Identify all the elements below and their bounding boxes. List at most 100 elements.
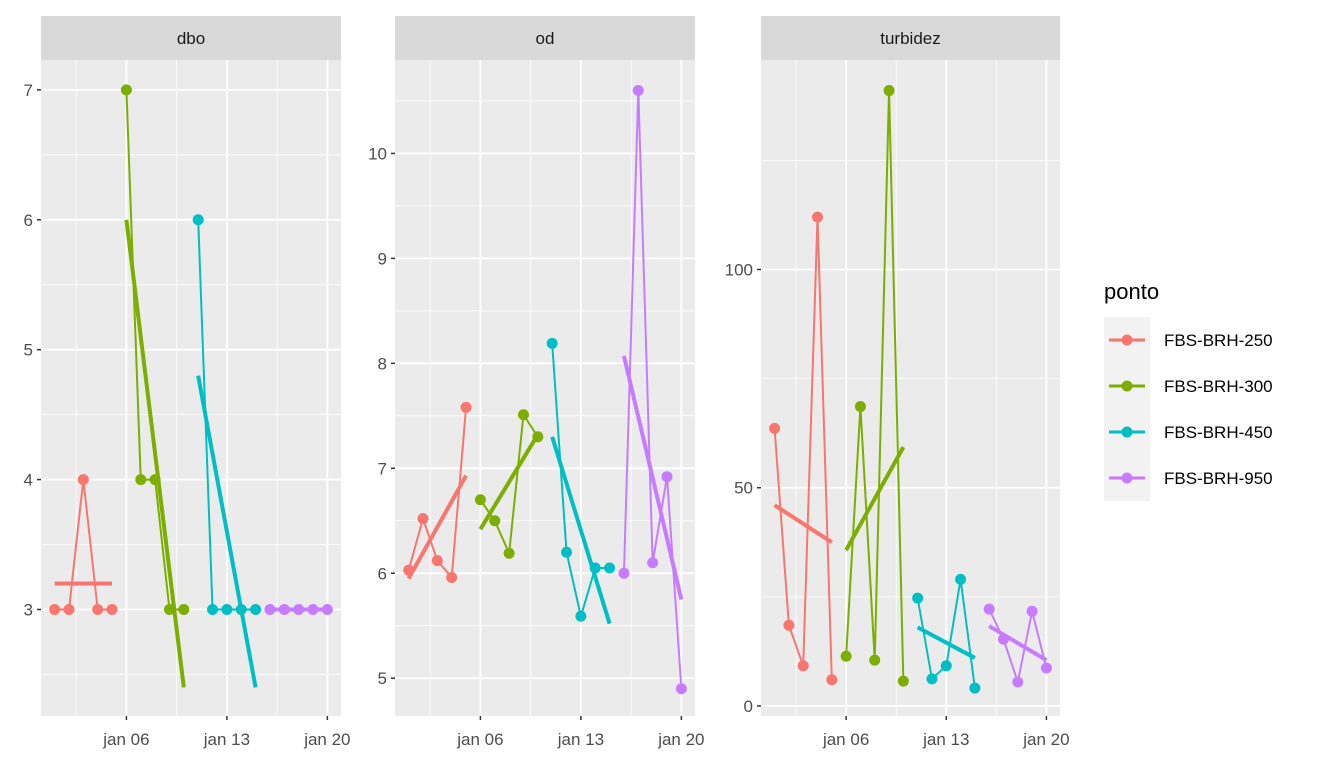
y-tick-label: 50	[734, 479, 753, 498]
data-point-FBS-BRH-950	[647, 557, 659, 569]
legend-item: FBS-BRH-250	[1104, 317, 1273, 363]
legend-key-point	[1121, 426, 1133, 438]
data-point-FBS-BRH-300	[532, 431, 544, 443]
data-point-FBS-BRH-950	[983, 603, 995, 615]
data-point-FBS-BRH-450	[912, 592, 924, 604]
data-point-FBS-BRH-950	[264, 603, 276, 615]
legend-item: FBS-BRH-450	[1104, 409, 1273, 455]
data-point-FBS-BRH-950	[1040, 662, 1052, 674]
y-tick-label: 8	[378, 354, 387, 373]
legend-label: FBS-BRH-250	[1164, 331, 1273, 350]
data-point-FBS-BRH-250	[92, 603, 104, 615]
y-tick-label: 6	[24, 211, 33, 230]
trend-line-FBS-BRH-250	[773, 503, 833, 544]
panel-turbidez: turbidez 0 50 100 jan 06 jan 13 jan 20	[725, 16, 1070, 749]
data-point-FBS-BRH-300	[489, 515, 501, 527]
data-point-FBS-BRH-300	[897, 675, 909, 687]
x-tick-label: jan 13	[203, 730, 250, 749]
panel-dbo: dbo 3 4 5 6 7 jan 06 jan 13 jan 20	[24, 16, 351, 749]
trend-line-FBS-BRH-300	[844, 446, 906, 552]
x-tick-label: jan 06	[102, 730, 149, 749]
panel-od: od 5 6 7 8 9 10 jan 06 jan 13 jan 20	[368, 16, 705, 749]
y-tick-label: 7	[24, 81, 33, 100]
data-point-FBS-BRH-950	[1012, 676, 1024, 688]
data-point-FBS-BRH-300	[135, 474, 147, 486]
legend-label: FBS-BRH-950	[1164, 469, 1273, 488]
y-tick-label: 100	[725, 261, 753, 280]
panel-background	[761, 60, 1060, 716]
data-point-FBS-BRH-300	[840, 650, 852, 662]
data-point-FBS-BRH-450	[969, 682, 981, 694]
legend-key-point	[1121, 380, 1133, 392]
y-tick-label: 5	[24, 341, 33, 360]
data-point-FBS-BRH-300	[163, 603, 175, 615]
data-point-FBS-BRH-300	[149, 474, 161, 486]
data-point-FBS-BRH-250	[49, 603, 61, 615]
data-point-FBS-BRH-950	[661, 471, 673, 483]
data-point-FBS-BRH-250	[783, 619, 795, 631]
panel-background	[41, 60, 341, 716]
data-point-FBS-BRH-450	[221, 603, 233, 615]
data-point-FBS-BRH-450	[575, 610, 587, 622]
data-point-FBS-BRH-950	[632, 84, 644, 96]
data-point-FBS-BRH-450	[604, 562, 616, 574]
data-point-FBS-BRH-250	[106, 603, 118, 615]
data-point-FBS-BRH-450	[546, 337, 558, 349]
x-tick-label: jan 20	[1022, 730, 1069, 749]
data-point-FBS-BRH-450	[250, 603, 262, 615]
data-point-FBS-BRH-950	[293, 603, 305, 615]
y-tick-label: 6	[378, 564, 387, 583]
x-tick-label: jan 13	[557, 730, 604, 749]
data-point-FBS-BRH-250	[446, 571, 458, 583]
facet-strip	[41, 16, 341, 60]
y-tick-label: 3	[24, 600, 33, 619]
data-point-FBS-BRH-950	[321, 603, 333, 615]
data-point-FBS-BRH-300	[120, 84, 132, 96]
facet-strip-label: turbidez	[880, 29, 940, 48]
legend-label: FBS-BRH-300	[1164, 377, 1273, 396]
x-tick-label: jan 20	[303, 730, 350, 749]
data-point-FBS-BRH-250	[403, 564, 415, 576]
data-point-FBS-BRH-250	[826, 674, 838, 686]
data-point-FBS-BRH-450	[940, 660, 952, 672]
facet-strip-label: od	[536, 29, 555, 48]
data-point-FBS-BRH-950	[307, 603, 319, 615]
data-point-FBS-BRH-300	[503, 547, 515, 559]
trend-line-FBS-BRH-300	[478, 433, 540, 531]
legend-item: FBS-BRH-300	[1104, 363, 1273, 409]
x-tick-label: jan 20	[657, 730, 704, 749]
trend-line-FBS-BRH-450	[916, 625, 976, 660]
data-point-FBS-BRH-250	[431, 555, 443, 567]
data-point-FBS-BRH-450	[589, 562, 601, 574]
x-tick-label: jan 13	[922, 730, 969, 749]
y-tick-label: 10	[368, 144, 387, 163]
trend-line-FBS-BRH-950	[988, 624, 1048, 662]
trend-line-FBS-BRH-950	[622, 355, 684, 600]
data-point-FBS-BRH-950	[278, 603, 290, 615]
x-tick-label: jan 06	[822, 730, 869, 749]
data-point-FBS-BRH-450	[192, 214, 204, 226]
data-point-FBS-BRH-300	[854, 401, 866, 413]
legend-key-point	[1121, 334, 1133, 346]
data-point-FBS-BRH-250	[460, 401, 472, 413]
data-point-FBS-BRH-250	[769, 422, 781, 434]
data-point-FBS-BRH-250	[63, 603, 75, 615]
data-point-FBS-BRH-300	[869, 654, 881, 666]
legend-label: FBS-BRH-450	[1164, 423, 1273, 442]
data-point-FBS-BRH-250	[797, 660, 809, 672]
y-tick-label: 4	[24, 471, 33, 490]
trend-line-FBS-BRH-450	[550, 436, 612, 625]
data-point-FBS-BRH-300	[178, 603, 190, 615]
y-tick-label: 5	[378, 669, 387, 688]
x-tick-label: jan 06	[456, 730, 503, 749]
legend-item: FBS-BRH-950	[1104, 455, 1273, 501]
data-point-FBS-BRH-450	[926, 673, 938, 685]
data-point-FBS-BRH-450	[561, 546, 573, 558]
data-point-FBS-BRH-950	[618, 567, 630, 579]
legend-key-point	[1121, 472, 1133, 484]
data-point-FBS-BRH-950	[675, 683, 687, 695]
trend-line-FBS-BRH-450	[196, 375, 258, 688]
data-point-FBS-BRH-950	[997, 633, 1009, 645]
data-point-FBS-BRH-250	[77, 474, 89, 486]
